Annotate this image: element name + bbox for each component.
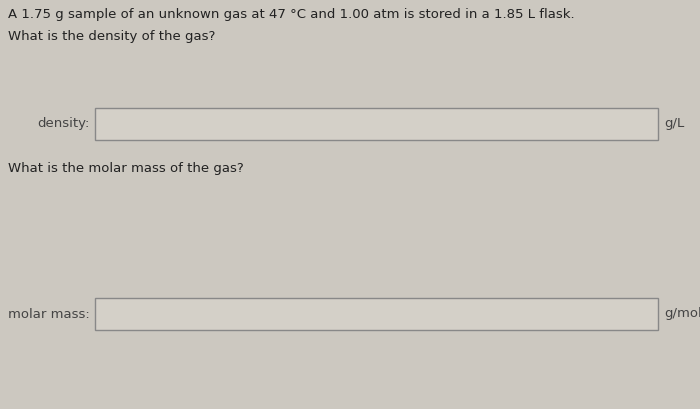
Text: density:: density: — [38, 117, 90, 130]
FancyBboxPatch shape — [95, 108, 658, 140]
Text: g/mol: g/mol — [664, 308, 700, 321]
Text: What is the molar mass of the gas?: What is the molar mass of the gas? — [8, 162, 244, 175]
Text: g/L: g/L — [664, 117, 685, 130]
FancyBboxPatch shape — [95, 298, 658, 330]
Text: A 1.75 g sample of an unknown gas at 47 °C and 1.00 atm is stored in a 1.85 L fl: A 1.75 g sample of an unknown gas at 47 … — [8, 8, 575, 21]
Text: molar mass:: molar mass: — [8, 308, 90, 321]
Text: What is the density of the gas?: What is the density of the gas? — [8, 30, 216, 43]
